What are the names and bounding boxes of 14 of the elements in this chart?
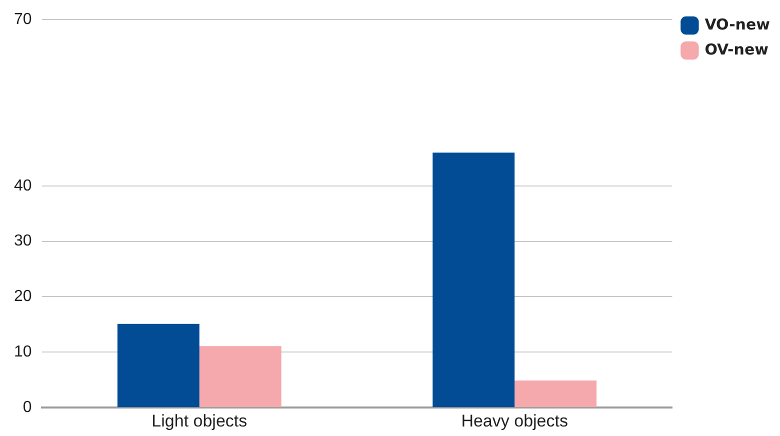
bar bbox=[199, 346, 282, 408]
bar bbox=[117, 324, 200, 408]
x-tick-label: Heavy objects bbox=[461, 411, 568, 430]
y-tick-label: 20 bbox=[14, 288, 32, 306]
legend-label: OV-new bbox=[704, 40, 769, 58]
y-tick-label: 40 bbox=[14, 177, 32, 194]
y-tick-label: 0 bbox=[22, 399, 32, 416]
bar bbox=[432, 152, 515, 408]
bar bbox=[514, 380, 597, 408]
y-tick-label: 30 bbox=[14, 232, 32, 250]
y-tick-label: 10 bbox=[14, 344, 32, 361]
y-tick-label: 70 bbox=[14, 11, 32, 28]
x-tick-label: Light objects bbox=[152, 411, 248, 430]
legend-label: VO-new bbox=[704, 15, 770, 34]
